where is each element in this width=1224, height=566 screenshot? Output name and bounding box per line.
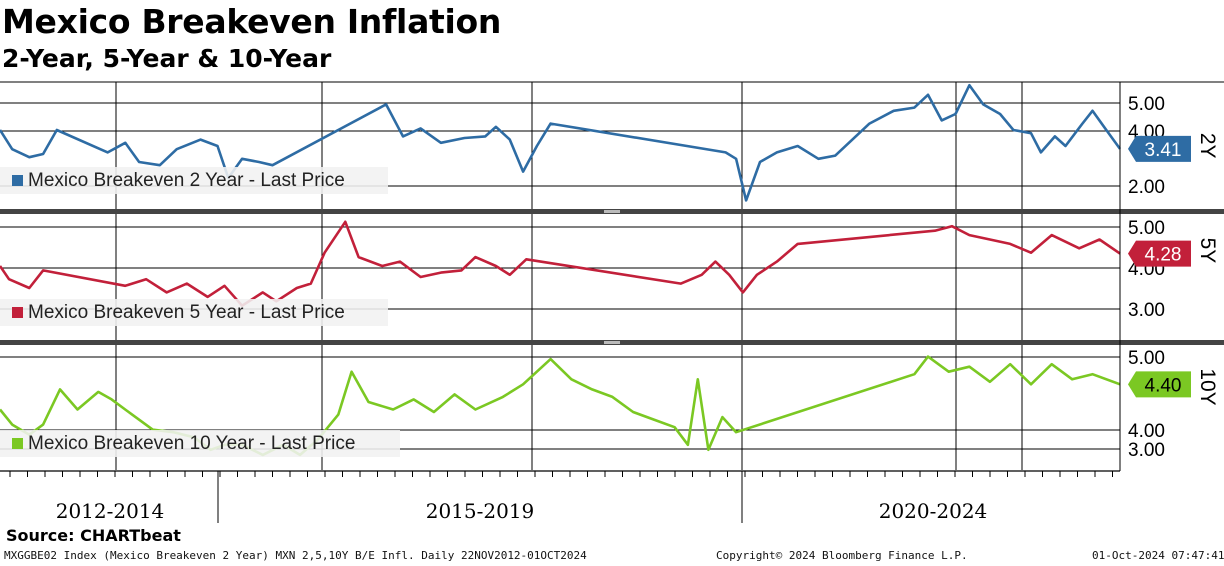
y-tick-label: 5.00 [1128,348,1165,369]
y-tick-label: 3.00 [1128,440,1165,461]
legend-10Y: Mexico Breakeven 10 Year - Last Price [0,430,400,457]
last-value-box [1128,371,1191,398]
legend-5Y: Mexico Breakeven 5 Year - Last Price [0,299,388,326]
last-value-box [1128,240,1191,267]
legend-label: Mexico Breakeven 5 Year - Last Price [28,302,345,323]
legend-swatch [12,175,23,186]
x-period-label: 2015-2019 [426,499,535,523]
copyright: Copyright© 2024 Bloomberg Finance L.P. [716,549,968,562]
legend-label: Mexico Breakeven 10 Year - Last Price [28,433,355,454]
series-line-2Y [0,83,1122,202]
panel-label-5Y: 5Y [1196,238,1219,264]
last-value-text: 4.28 [1145,245,1182,266]
series-line-5Y [0,220,1121,308]
panel-resize-handle [604,341,620,344]
x-period-label: 2012-2014 [56,499,165,523]
last-value-tag-2Y: 3.41 [1128,135,1191,162]
y-tick-label: 3.00 [1128,300,1165,321]
page-title: Mexico Breakeven Inflation [2,2,502,41]
legend-swatch [12,438,23,449]
legend-background [0,167,388,194]
y-tick-label: 5.00 [1128,218,1165,239]
last-value-tag-5Y: 4.28 [1128,240,1191,267]
page-subtitle: 2-Year, 5-Year & 10-Year [2,44,332,73]
last-value-text: 4.40 [1145,375,1182,396]
last-value-tag-10Y: 4.40 [1128,371,1191,398]
timestamp: 01-Oct-2024 07:47:41 [1092,549,1224,562]
last-value-box [1128,135,1191,162]
series-line-10Y [0,355,1121,457]
y-tick-label: 4.00 [1128,421,1165,442]
legend-background [0,299,388,326]
x-period-label: 2020-2024 [879,499,988,523]
panel-label-10Y: 10Y [1196,368,1219,405]
last-value-text: 3.41 [1145,140,1182,161]
breakeven-chart: Mexico Breakeven 2 Year - Last Price 5.00… [0,81,1224,523]
legend-2Y: Mexico Breakeven 2 Year - Last Price [0,167,388,194]
source-label: Source: CHARTbeat [6,526,181,545]
legend-label: Mexico Breakeven 2 Year - Last Price [28,170,345,191]
y-tick-label: 2.00 [1128,177,1165,198]
legend-background [0,430,400,457]
ticker-info: MXGGBE02 Index (Mexico Breakeven 2 Year)… [4,549,587,562]
y-tick-label: 5.00 [1128,94,1165,115]
panel-resize-handle [604,210,620,213]
panel-label-2Y: 2Y [1196,133,1219,159]
legend-swatch [12,307,23,318]
